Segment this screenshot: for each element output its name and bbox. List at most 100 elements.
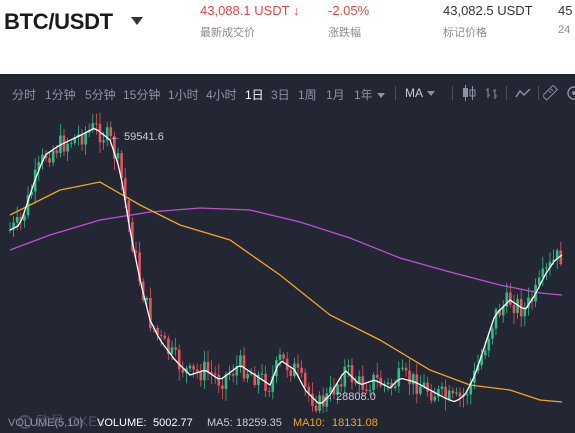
caret-down-icon <box>376 93 385 99</box>
candle-body <box>332 386 336 395</box>
interval-tab[interactable]: 1周 <box>298 88 317 102</box>
interval-tab[interactable]: 分时 <box>12 88 37 102</box>
candle-body <box>541 268 545 278</box>
ma10-line <box>9 181 563 403</box>
candle-body <box>545 267 548 269</box>
toolbar-divider <box>538 86 539 100</box>
candle-body <box>271 376 275 392</box>
candle-body <box>30 191 33 196</box>
change-stat: -2.05% 涨跌幅 <box>328 3 369 40</box>
candle-body <box>217 374 221 386</box>
volume-indicator-label: VOLUME(5,10) <box>8 417 84 429</box>
candle-body <box>213 373 217 375</box>
candle-body <box>221 385 224 389</box>
candle-body <box>15 217 19 223</box>
kline-chart-panel: 分时 1分钟 5分钟 15分钟 1小时 4小时 1日 3日 1周 1月 1年 M… <box>0 74 575 433</box>
interval-tab-active[interactable]: 1日 <box>245 88 264 102</box>
candle-body <box>239 355 242 367</box>
candle-body <box>537 277 541 285</box>
candlestick-plot[interactable]: ← 59541.6 ← 28808.0 欧易 OKEx <box>0 110 575 429</box>
change-label: 涨跌幅 <box>328 27 361 39</box>
candle-body <box>509 292 512 305</box>
candle-body <box>267 391 271 393</box>
candle-body <box>415 374 419 394</box>
candle-body <box>91 123 95 130</box>
line-chart-icon[interactable] <box>515 87 531 99</box>
candle-body <box>26 195 30 216</box>
candle-body <box>350 365 354 383</box>
interval-tab[interactable]: 3日 <box>271 88 290 102</box>
interval-tab[interactable]: 15分钟 <box>123 88 161 102</box>
candle-body <box>357 376 361 384</box>
candle-body <box>138 252 141 282</box>
chevron-down-icon[interactable] <box>131 17 143 25</box>
candle-body <box>419 386 422 394</box>
candle-body <box>210 371 213 374</box>
candlestick-type-icon[interactable] <box>462 84 476 102</box>
candle-body <box>163 335 167 339</box>
chart-toolbar: 分时 1分钟 5分钟 15分钟 1小时 4小时 1日 3日 1周 1月 1年 M… <box>0 74 575 110</box>
candle-body <box>167 338 170 354</box>
ma30-line <box>9 207 563 296</box>
candle-body <box>354 382 357 384</box>
candle-body <box>527 297 530 308</box>
candle-body <box>336 384 339 395</box>
volume-ma5-label: MA5: <box>207 417 233 429</box>
bar-chart-icon[interactable] <box>486 87 500 99</box>
candle-body <box>120 153 123 179</box>
candle-body <box>491 328 494 339</box>
candle-body <box>397 368 401 387</box>
candle-body <box>401 367 404 369</box>
candle-body <box>494 309 498 329</box>
okex-watermark: 欧易 OKEx <box>18 411 104 431</box>
candle-body <box>501 306 505 316</box>
interval-tab[interactable]: 5分钟 <box>85 88 116 102</box>
interval-tab[interactable]: 1月 <box>326 88 345 102</box>
candle-body <box>343 366 347 387</box>
candle-body <box>260 373 264 375</box>
volume-ma5-value: 18259.35 <box>236 417 282 429</box>
low-price-annotation: ← 28808.0 <box>322 391 376 403</box>
candle-body <box>408 370 411 385</box>
ma5-line <box>9 127 563 404</box>
next-stat-value: 45 <box>558 3 573 18</box>
candle-body <box>411 374 415 385</box>
candle-body <box>487 338 491 351</box>
interval-tab[interactable]: 1小时 <box>168 88 199 102</box>
last-price-value: 43,088.1 USDT ↓ <box>200 3 300 18</box>
ruler-draw-icon[interactable] <box>543 85 559 101</box>
candle-body <box>426 382 429 392</box>
candle-body <box>159 334 163 336</box>
settings-icon[interactable] <box>566 85 575 101</box>
volume-indicator-bar: VOLUME(5,10) VOLUME: 5002.77 MA5: 18259.… <box>0 414 575 433</box>
candle-body <box>512 304 516 313</box>
interval-tab[interactable]: 4小时 <box>206 88 237 102</box>
candle-body <box>116 153 120 159</box>
pair-selector[interactable]: BTC/USDT <box>4 9 113 34</box>
candle-body <box>422 382 426 387</box>
next-stat: 45 24 <box>558 3 572 36</box>
candle-body <box>386 382 390 385</box>
caret-down-icon <box>427 91 435 97</box>
interval-more-dropdown[interactable]: 1年 <box>354 86 385 103</box>
candle-body <box>429 391 433 401</box>
candle-body <box>23 215 26 221</box>
candle-body <box>73 137 77 144</box>
candle-body <box>192 365 195 370</box>
candle-body <box>149 297 152 329</box>
candle-body <box>224 374 228 389</box>
indicator-dropdown[interactable]: MA <box>405 86 435 100</box>
volume-value: 5002.77 <box>153 417 193 429</box>
volume-ma10-value: 18131.08 <box>332 417 378 429</box>
interval-tab[interactable]: 1分钟 <box>45 88 76 102</box>
candle-body <box>181 369 185 373</box>
candle-body <box>469 382 473 395</box>
candle-body <box>465 394 469 396</box>
candle-body <box>102 140 105 143</box>
candle-body <box>145 297 149 301</box>
candle-body <box>156 327 159 335</box>
candle-body <box>95 123 98 125</box>
candle-body <box>559 250 563 264</box>
candle-body <box>257 374 260 385</box>
candle-body <box>325 393 329 407</box>
